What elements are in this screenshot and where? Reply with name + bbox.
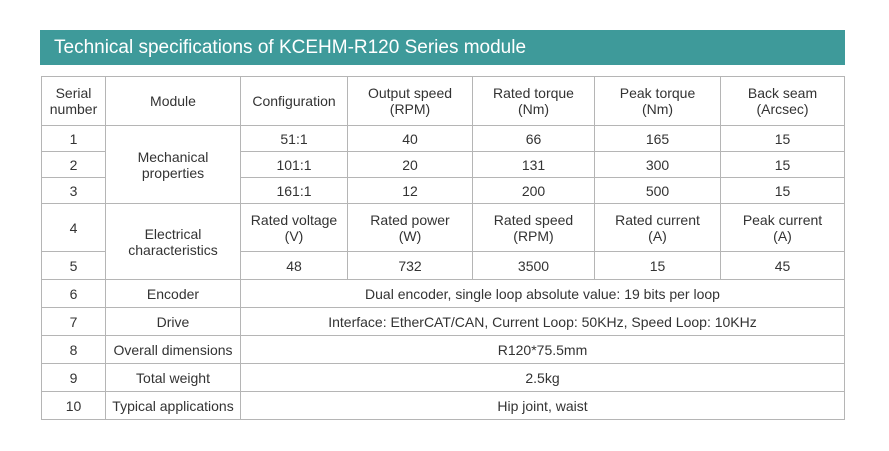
rated-current-cell: 15 [594,251,721,280]
serial-cell: 7 [41,307,106,336]
back-seam-cell: 15 [720,151,845,178]
table-row: 10 Typical applications Hip joint, waist [41,391,845,420]
value-cell: R120*75.5mm [240,335,845,364]
value-cell: 2.5kg [240,363,845,392]
output-speed-cell: 40 [347,125,473,152]
module-electrical: Electrical characteristics [105,203,241,280]
rated-torque-cell: 200 [472,177,595,204]
serial-cell: 6 [41,279,106,308]
table-row: 7 Drive Interface: EtherCAT/CAN, Current… [41,307,845,336]
header-peak-torque: Peak torque (Nm) [594,76,721,126]
configuration-cell: 161:1 [240,177,348,204]
header-serial: Serial number [41,76,106,126]
value-cell: Interface: EtherCAT/CAN, Current Loop: 5… [240,307,845,336]
peak-torque-cell: 300 [594,151,721,178]
rated-speed-cell: 3500 [472,251,595,280]
peak-current-cell: 45 [720,251,845,280]
header-configuration: Configuration [240,76,348,126]
rated-voltage-header: Rated voltage (V) [240,203,348,252]
rated-torque-cell: 131 [472,151,595,178]
module-cell: Encoder [105,279,241,308]
table-row: 6 Encoder Dual encoder, single loop abso… [41,279,845,308]
serial-cell: 3 [41,177,106,204]
rated-voltage-cell: 48 [240,251,348,280]
configuration-cell: 51:1 [240,125,348,152]
table-row: 9 Total weight 2.5kg [41,363,845,392]
value-cell: Hip joint, waist [240,391,845,420]
peak-torque-cell: 165 [594,125,721,152]
table-row: 1 Mechanical properties 51:1 40 66 165 1… [41,125,845,204]
electrical-header-row: 4 Electrical characteristics Rated volta… [41,203,845,280]
rated-current-header: Rated current (A) [594,203,721,252]
serial-cell: 8 [41,335,106,364]
header-output-speed: Output speed (RPM) [347,76,473,126]
table-row: 8 Overall dimensions R120*75.5mm [41,335,845,364]
value-cell: Dual encoder, single loop absolute value… [240,279,845,308]
module-cell: Total weight [105,363,241,392]
back-seam-cell: 15 [720,125,845,152]
rated-torque-cell: 66 [472,125,595,152]
rated-power-cell: 732 [347,251,473,280]
header-row: Serial number Module Configuration Outpu… [41,76,845,126]
table-row: 2 101:1 20 131 300 15 [41,151,845,178]
configuration-cell: 101:1 [240,151,348,178]
header-rated-torque: Rated torque (Nm) [472,76,595,126]
serial-cell: 10 [41,391,106,420]
rated-power-header: Rated power (W) [347,203,473,252]
output-speed-cell: 20 [347,151,473,178]
serial-cell: 4 [41,203,106,252]
peak-current-header: Peak current (A) [720,203,845,252]
module-mechanical: Mechanical properties [105,125,241,204]
page-title: Technical specifications of KCEHM-R120 S… [40,30,845,65]
module-cell: Drive [105,307,241,336]
serial-cell: 2 [41,151,106,178]
rated-speed-header: Rated speed (RPM) [472,203,595,252]
peak-torque-cell: 500 [594,177,721,204]
back-seam-cell: 15 [720,177,845,204]
serial-cell: 1 [41,125,106,152]
module-cell: Overall dimensions [105,335,241,364]
module-cell: Typical applications [105,391,241,420]
output-speed-cell: 12 [347,177,473,204]
header-back-seam: Back seam (Arcsec) [720,76,845,126]
serial-cell: 5 [41,251,106,280]
header-module: Module [105,76,241,126]
electrical-values-row: 5 48 732 3500 15 45 [41,251,845,280]
spec-table: Serial number Module Configuration Outpu… [41,76,845,420]
table-row: 3 161:1 12 200 500 15 [41,177,845,204]
serial-cell: 9 [41,363,106,392]
